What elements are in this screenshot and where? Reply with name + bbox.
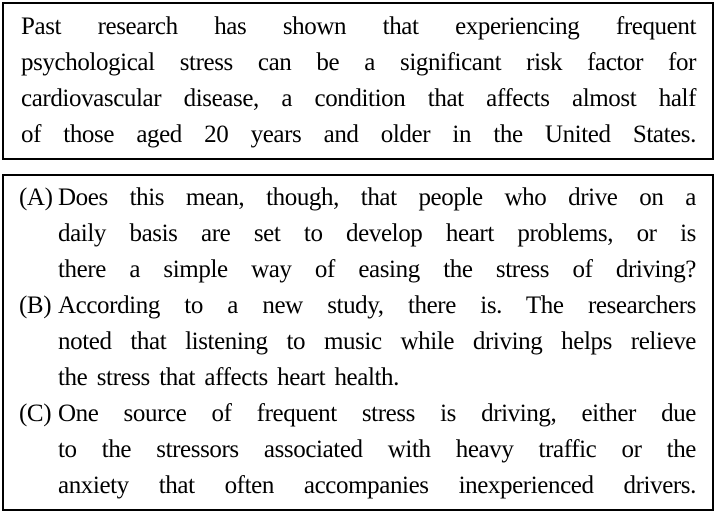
paragraph-line: anxiety that often accompanies inexperie… bbox=[58, 472, 696, 499]
passage-line: cardiovascular disease, a condition that… bbox=[21, 85, 696, 112]
paragraph-line: daily basis are set to develop heart pro… bbox=[58, 220, 696, 247]
ordering-box: (A) Does this mean, though, that people … bbox=[2, 174, 714, 511]
paragraph-line: Does this mean, though, that people who … bbox=[58, 184, 696, 211]
paragraph-label-a: (A) bbox=[19, 184, 53, 211]
paragraph-line: to the stressors associated with heavy t… bbox=[58, 436, 696, 463]
paragraph-item-a: (A) Does this mean, though, that people … bbox=[19, 180, 696, 288]
paragraph-line: One source of frequent stress is driving… bbox=[58, 400, 696, 427]
paragraph-line: there a simple way of easing the stress … bbox=[58, 256, 696, 283]
paragraph-line: noted that listening to music while driv… bbox=[58, 328, 696, 355]
paragraph-line: According to a new study, there is. The … bbox=[58, 292, 696, 319]
paragraph-item-c: (C) One source of frequent stress is dri… bbox=[19, 396, 696, 504]
passage-line: of those aged 20 years and older in the … bbox=[21, 121, 696, 148]
passage-line: Past research has shown that experiencin… bbox=[21, 13, 696, 40]
paragraph-line: the stress that affects heart health. bbox=[58, 364, 399, 391]
paragraph-item-b: (B) According to a new study, there is. … bbox=[19, 288, 696, 396]
passage-box: Past research has shown that experiencin… bbox=[2, 2, 714, 160]
passage-line: psychological stress can be a significan… bbox=[21, 49, 696, 76]
paragraph-label-b: (B) bbox=[19, 292, 52, 319]
paragraph-label-c: (C) bbox=[19, 400, 52, 427]
